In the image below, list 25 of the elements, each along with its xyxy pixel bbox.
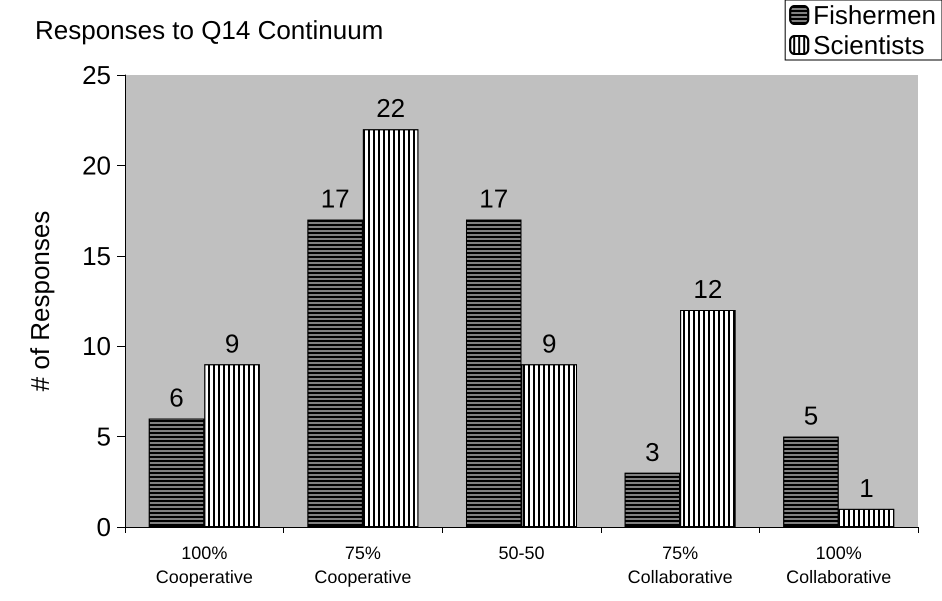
legend-label: Fishermen [813,0,936,30]
x-tick-label: 100% Collaborative [786,543,892,587]
legend-label: Scientists [813,30,924,60]
y-tick-label: 25 [82,60,111,90]
data-label: 12 [693,274,722,304]
data-label: 9 [224,328,240,358]
data-label: 3 [645,436,660,467]
data-label: 22 [376,93,406,124]
data-label: 5 [804,400,818,431]
x-tick-label: 75% Cooperative [314,543,412,587]
data-label: 9 [542,328,556,358]
data-label: 1 [859,472,874,503]
chart-title: Responses to Q14 Continuum [35,15,384,45]
y-tick-label: 0 [96,512,111,542]
data-label: 17 [479,184,508,214]
y-tick-label: 15 [82,240,111,271]
data-label: 17 [320,184,350,214]
y-tick-label: 20 [82,150,111,180]
y-tick-label: 10 [82,331,111,362]
x-tick-label: 100% Cooperative [156,543,253,587]
x-tick-label: 75% Collaborative [628,543,733,587]
y-tick-label: 5 [96,422,111,452]
y-axis-title: # of Responses [25,210,55,392]
x-tick-label: 50-50 [498,543,545,563]
data-label: 6 [169,382,184,413]
